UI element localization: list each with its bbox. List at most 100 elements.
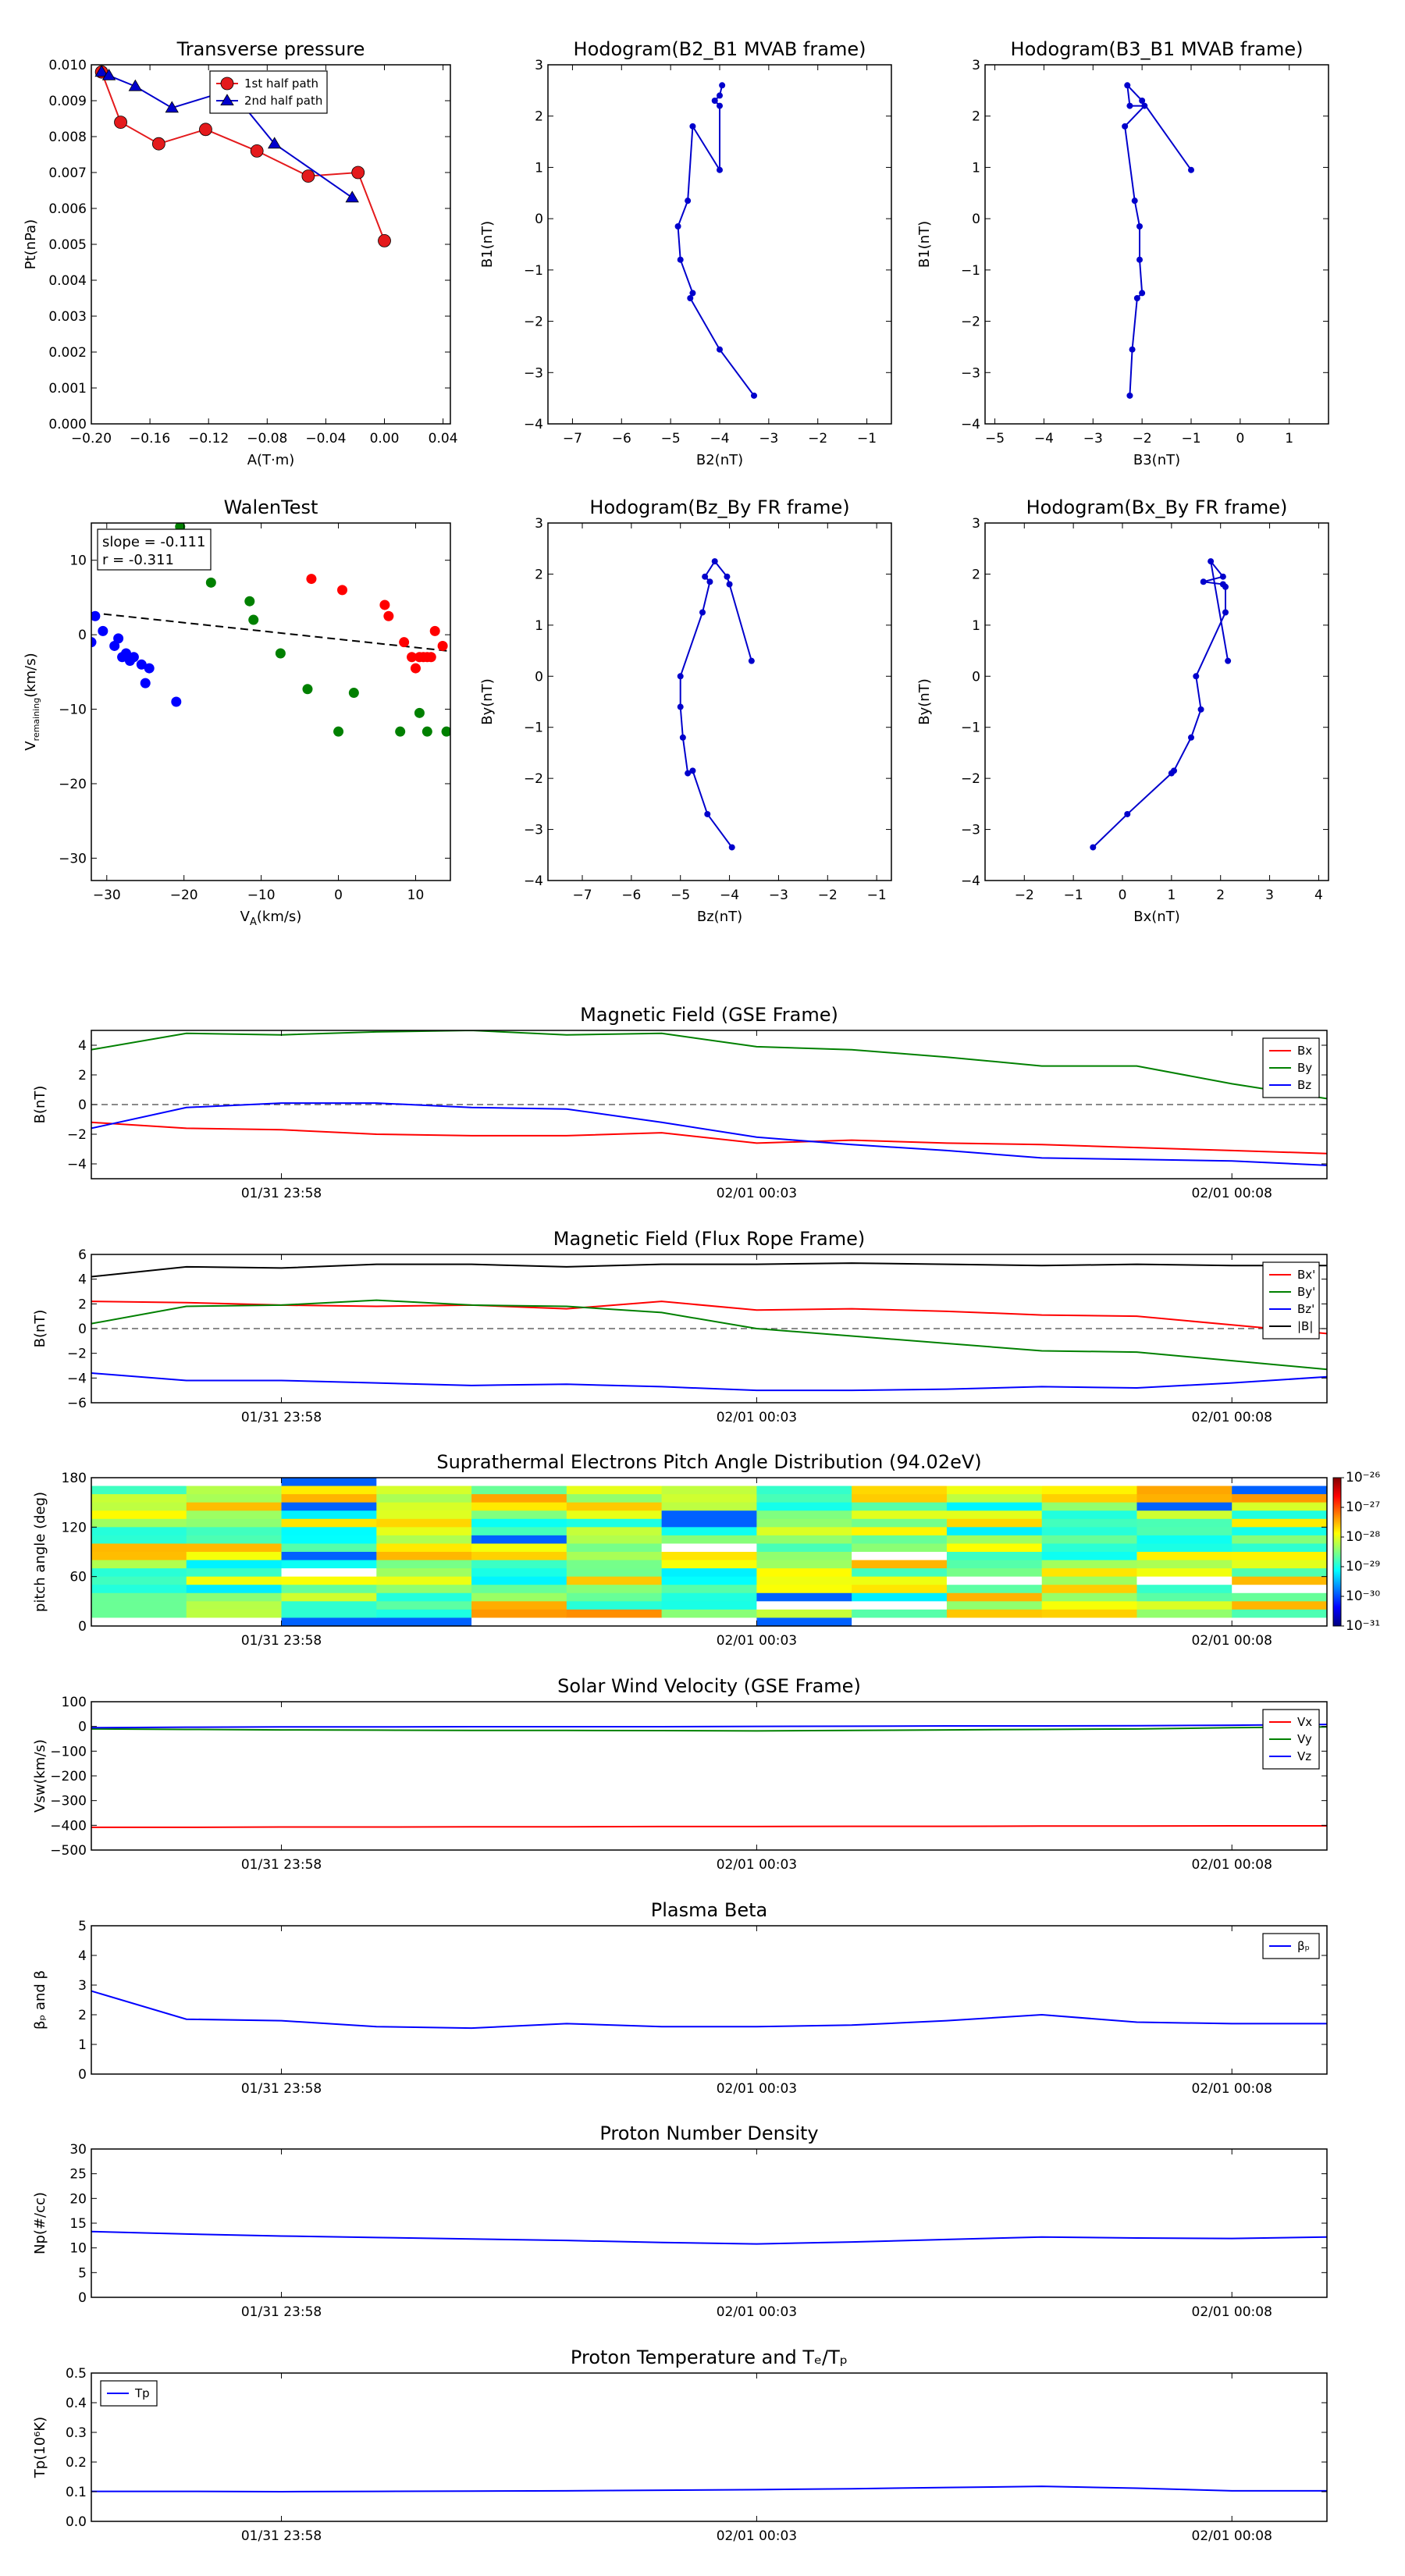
heatmap-cell [756,1609,852,1618]
data-point [702,573,709,580]
x-tick-label: 01/31 23:58 [241,1633,322,1649]
heatmap-cell [852,1568,948,1578]
heatmap-cell [91,1543,187,1553]
y-tick-label: 0.004 [48,273,87,289]
y-tick-label: 0 [972,669,980,685]
data-point [1126,392,1133,399]
legend-label: Tp [134,2386,150,2400]
colorbar-label: 10⁻²⁷ [1346,1500,1380,1515]
y-tick-label: 4 [78,1038,87,1054]
heatmap-cell [661,1552,757,1561]
heatmap-cell [756,1518,852,1528]
heatmap-cell [1232,1568,1328,1578]
heatmap-cell [471,1568,567,1578]
series-line [91,2230,1327,2245]
heatmap-cell [566,1601,663,1610]
y-tick-label: −2 [524,771,543,787]
legend-label: Bz [1297,1078,1311,1092]
heatmap-cell [376,1609,472,1618]
chart-title: WalenTest [224,496,318,518]
heatmap-cell [1041,1527,1137,1536]
y-tick-label: 0.4 [66,2396,87,2411]
heatmap-cell [1041,1617,1137,1627]
data-point [1139,98,1146,104]
y-tick-label: 0.003 [48,309,87,325]
heatmap-cell [661,1510,757,1520]
x-tick-label: −3 [769,888,788,903]
heatmap-cell [566,1592,663,1602]
heatmap-cell [756,1592,852,1602]
legend: βₚ [1262,1933,1320,1959]
y-tick-label: 0.005 [48,237,87,253]
y-tick-label: −1 [524,720,543,736]
data-point [704,810,711,817]
data-point [422,726,432,737]
data-point [267,137,282,149]
heatmap-cell [1041,1601,1137,1610]
heatmap-cell [281,1543,377,1553]
heatmap-cell [1232,1543,1328,1553]
axes-frame [91,2372,1328,2522]
y-tick-label: 25 [69,2167,87,2183]
heatmap-cell [946,1543,1043,1553]
chart-title: Hodogram(B3_B1 MVAB frame) [1011,38,1304,60]
y-tick-label: −2 [524,315,543,330]
heatmap-cell [566,1485,663,1495]
heatmap-cell [852,1478,948,1487]
fit-line [91,611,450,653]
y-tick-label: −2 [67,1347,87,1362]
heatmap-cell [471,1485,567,1495]
y-tick-label: 5 [78,2265,87,2281]
chart-tp: Transverse pressure 0.000 0.001 0.002 0.003 0… [23,38,458,468]
heatmap-cell [91,1552,187,1561]
data-point [1129,346,1136,353]
y-axis-label: βₚ and β [32,1970,48,2030]
annotation-text: r = -0.311 [102,552,174,568]
heatmap-cell [946,1592,1043,1602]
heatmap-cell [1136,1585,1232,1594]
x-tick-label: −3 [759,431,778,447]
heatmap-cell [91,1518,187,1528]
heatmap-cell [1041,1485,1137,1495]
data-point [1136,256,1143,263]
chart-pad: Suprathermal Electrons Pitch Angle Distr… [32,1451,1380,1649]
data-point [1090,844,1097,851]
data-point [711,558,718,565]
heatmap-cell [91,1527,187,1536]
x-tick-label: −30 [93,888,121,903]
y-axis-label: Vsw(km/s) [32,1739,48,1813]
heatmap-cell [186,1494,283,1503]
heatmap-cell [91,1617,187,1627]
heatmap-cell [186,1585,283,1594]
heatmap-cell [376,1568,472,1578]
heatmap-cell [566,1502,663,1511]
x-tick-label: 1 [1285,431,1293,447]
plot-area [91,2230,1327,2245]
y-tick-label: 1 [535,160,543,176]
heatmap-cell [1041,1543,1137,1553]
x-axis-label: B3(nT) [1133,452,1180,468]
x-tick-label: 02/01 00:08 [1192,1633,1272,1649]
heatmap-cell [852,1494,948,1503]
y-tick-label: −1 [961,720,980,736]
chart-h1: Hodogram(B2_B1 MVAB frame) −4 −3 −2 −1 0 1 2 3 −7… [479,38,892,468]
heatmap-cell [91,1592,187,1602]
data-point [1171,767,1177,774]
y-tick-label: 60 [69,1570,87,1585]
heatmap-cell [91,1560,187,1569]
x-tick-label: −4 [710,431,729,447]
legend: Bx' By' Bz' |B| [1262,1261,1320,1340]
annotation-text: slope = -0.111 [102,534,205,550]
y-tick-label: 0.009 [48,94,87,109]
y-tick-label: 0.002 [48,345,87,361]
heatmap-cell [1232,1535,1328,1544]
axes-frame [91,1925,1328,2075]
colorbar-label: 10⁻³⁰ [1346,1589,1380,1604]
heatmap-cell [376,1617,472,1627]
y-tick-label: −4 [67,1371,87,1386]
data-point [1124,810,1131,817]
plot-area [91,1262,1327,1392]
heatmap-cell [1232,1527,1328,1536]
data-point [302,684,313,695]
heatmap-cell [376,1592,472,1602]
